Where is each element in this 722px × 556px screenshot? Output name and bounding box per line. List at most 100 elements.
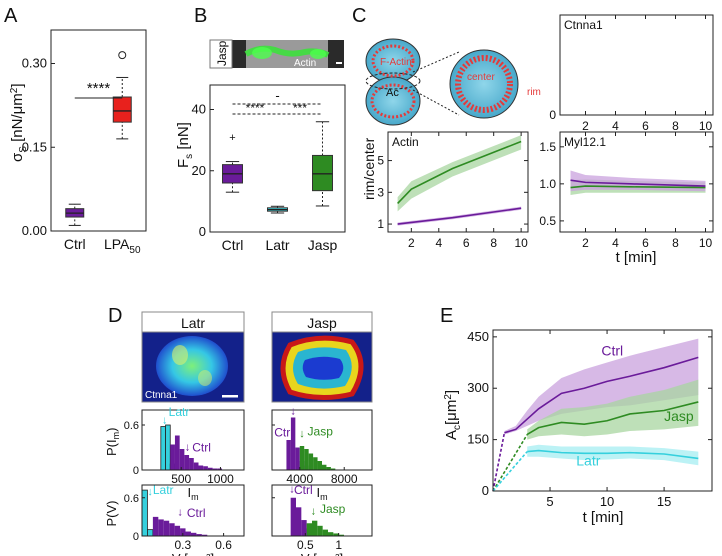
y-axis-label: P(V) [104, 501, 119, 527]
series-label-ctrl: Ctrl [601, 343, 623, 359]
annotation-arrow: ↓ [185, 442, 191, 454]
series-label-latr: Latr [576, 452, 600, 468]
d-title-jasp: Jasp [307, 315, 337, 331]
significance-label: - [275, 88, 279, 103]
subscript: m [191, 492, 199, 502]
hist-bar-ctrl [301, 520, 307, 536]
y-tick-label: 0 [133, 465, 139, 477]
plot-frame [209, 84, 346, 233]
category-label: LPA50 [104, 236, 141, 256]
x-tick-label: 4 [435, 236, 442, 250]
y-tick-label: 0.15 [22, 139, 47, 154]
line-ctrl [504, 356, 699, 434]
hist-bar-jasp [313, 457, 318, 470]
hist-bar-jasp [304, 449, 309, 470]
annotation-ctrl: Ctrl [294, 483, 313, 497]
annotation-arrow: ↓ [289, 484, 295, 496]
hist-bar-ctrl [189, 458, 194, 470]
panel-letter-a: A [4, 5, 18, 27]
x-tick-label: 4 [612, 236, 619, 250]
x-tick-label: 2 [582, 119, 589, 133]
x-axis-label: V [μm³] [301, 551, 343, 556]
panel-c-actin: 1 3 5 2 4 6 8 10 Actin rim/center [361, 131, 529, 250]
x-axis-label: Im [187, 485, 198, 502]
y-tick-label: 20 [192, 163, 206, 178]
y-tick-label: 3 [377, 185, 384, 199]
hist-bar-jasp [317, 461, 322, 470]
hist-bar-ctrl [212, 468, 218, 470]
hist-bar-jasp [306, 523, 312, 536]
category-label: Ctrl [222, 237, 244, 253]
x-tick-label: 1000 [207, 472, 234, 486]
y-tick-label: 0 [482, 483, 489, 498]
hist-bar-ctrl [179, 449, 185, 470]
chart-title: Myl12.1 [564, 135, 606, 149]
y-tick-label: 450 [467, 329, 489, 344]
y-axis-label: rim/center [361, 137, 377, 200]
x-tick-label: 8 [672, 236, 679, 250]
annotation-arrow: ↓ [147, 486, 153, 498]
x-tick-label: 10 [699, 119, 713, 133]
unit-end: ] [443, 390, 460, 394]
x-tick-label: 10 [600, 494, 614, 509]
x-tick-label: 6 [642, 236, 649, 250]
plot-frame [141, 484, 245, 537]
y-axis-label: Ac[μm2] [443, 390, 463, 440]
d-ctnna1-label: Ctnna1 [145, 390, 178, 401]
hist-bar-ctrl [174, 435, 180, 470]
plot-frame [141, 409, 245, 471]
x-tick-label: 2 [408, 236, 415, 250]
band-ctrl [504, 338, 699, 435]
x-tick-label: 5 [546, 494, 553, 509]
box-lpa50 [112, 96, 132, 123]
paren: ( [104, 442, 119, 447]
hist-bar-jasp [322, 529, 328, 536]
x-tick-label: 15 [657, 494, 671, 509]
annotation-ctrl: Ctrl [187, 506, 206, 520]
superscript: 2 [9, 87, 20, 93]
d-title-latr: Latr [181, 315, 205, 331]
x-tick-label: 500 [171, 472, 191, 486]
subscript: 50 [129, 245, 141, 256]
panel-d-images: Latr Ctnna1 Jasp [141, 311, 373, 403]
hist-bar-ctrl [198, 465, 204, 470]
x-tick-label: 8000 [331, 472, 358, 486]
hist-bar-ctrl [203, 466, 208, 470]
y-tick-label: 300 [467, 380, 489, 395]
unit: [μm [443, 400, 460, 425]
hist-bar-ctrl [190, 532, 197, 536]
y-tick-label: 150 [467, 432, 489, 447]
line-jasp [526, 401, 699, 436]
annotation-arrow: ↓ [290, 406, 296, 418]
x-tick-label: 0.6 [215, 538, 232, 552]
hist-bar-jasp [317, 525, 323, 536]
ac-label: Ac [386, 87, 399, 99]
x-tick-label: 8 [672, 119, 679, 133]
hist-bar-jasp [326, 467, 331, 470]
y-tick-label: 5 [377, 154, 384, 168]
annotation-jasp: Jasp [320, 502, 346, 516]
significance-label: **** [87, 80, 111, 97]
outlier [118, 51, 127, 60]
plot-frame [50, 29, 147, 232]
hist-bar-ctrl [290, 417, 296, 470]
y-tick-label: 0 [133, 531, 139, 543]
x-tick-label: 0.3 [174, 538, 191, 552]
hist-bar-ctrl [180, 528, 186, 536]
outlier: + [229, 132, 235, 144]
x-tick-label: 0.5 [297, 538, 314, 552]
significance-label: **** [246, 101, 265, 115]
hist-bar-ctrl [201, 534, 208, 536]
annotation-latr: Latr [169, 405, 190, 419]
x-tick-label: 4 [612, 119, 619, 133]
y-axis-label: Fs [nN] [175, 122, 195, 168]
band-jasp [527, 379, 699, 440]
box-jasp [312, 154, 333, 192]
annotation-arrow: ↓ [177, 507, 183, 519]
y-axis-label: σS [nN/μm2] [9, 84, 29, 163]
hist-bar-ctrl [286, 440, 291, 470]
hist-bar-jasp [333, 533, 339, 536]
